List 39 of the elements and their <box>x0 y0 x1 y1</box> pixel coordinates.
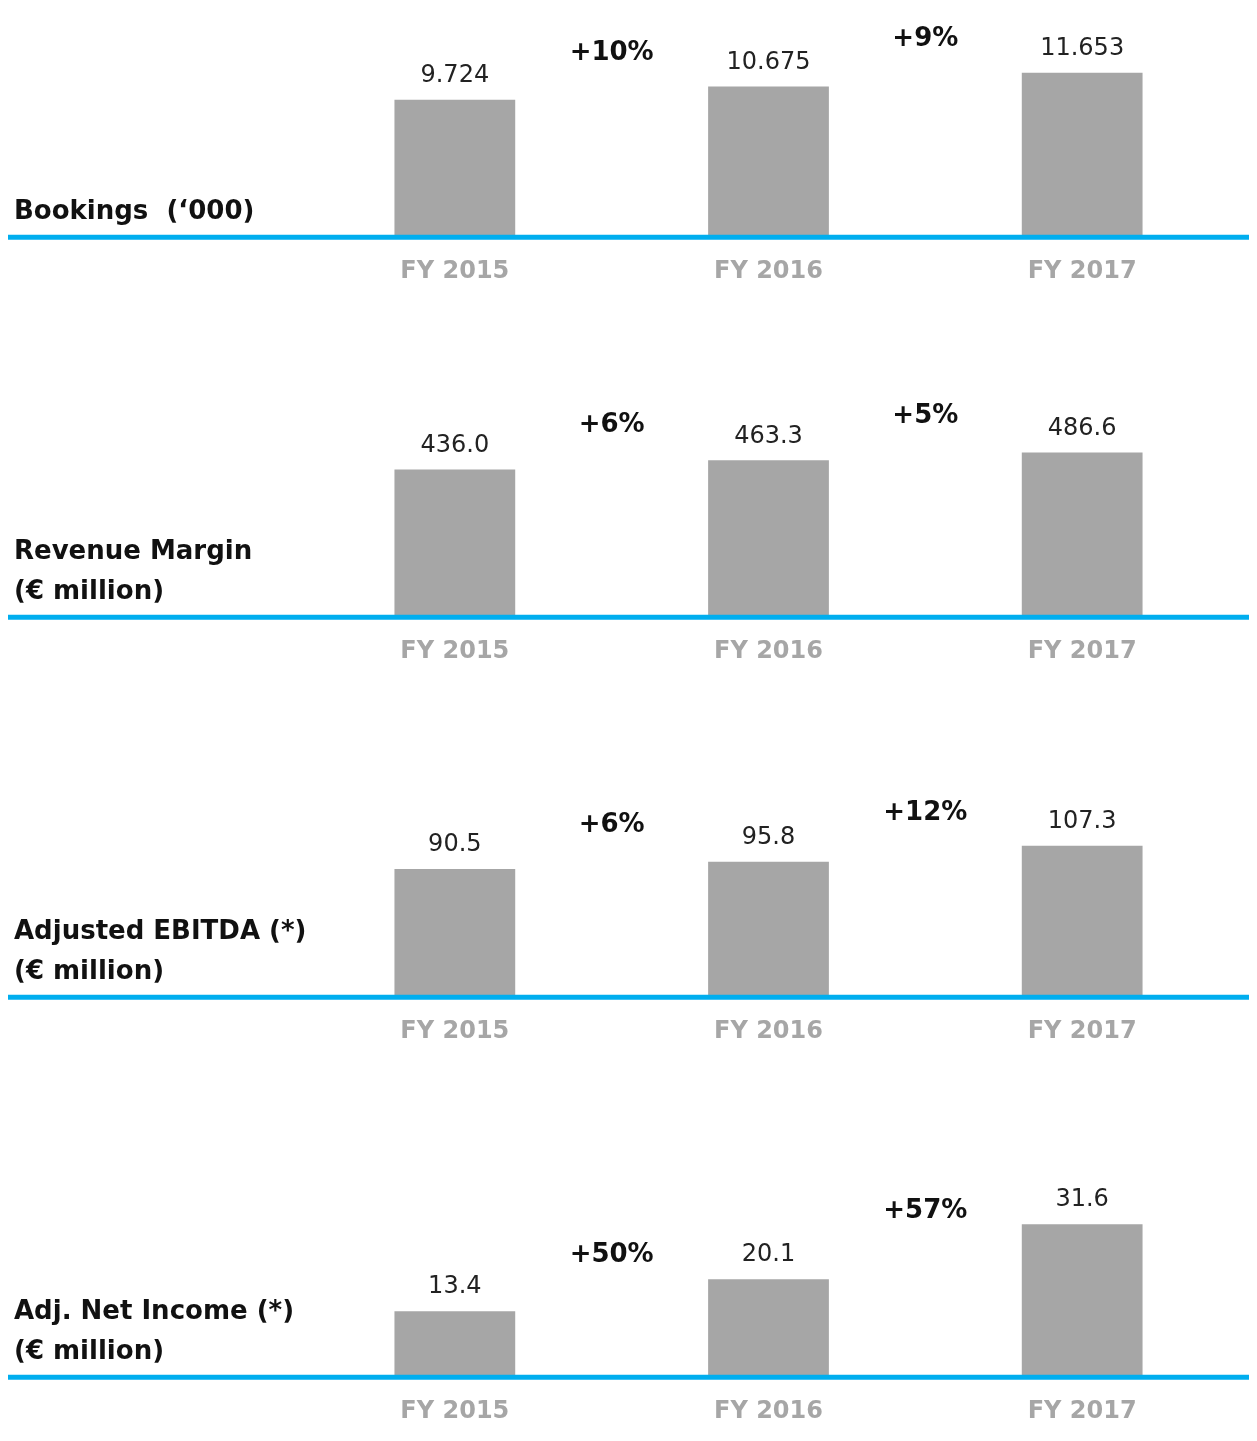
data-label: 95.8 <box>741 821 796 850</box>
text: +9% <box>892 22 959 53</box>
text: +12% <box>883 796 968 827</box>
data-label: 10.675 <box>726 46 811 75</box>
text: +6% <box>578 808 645 839</box>
data-label: 463.3 <box>734 420 803 449</box>
annotation: +50% <box>569 1237 654 1268</box>
x-tick-label: FY 2016 <box>714 635 823 664</box>
x-tick-label: FY 2017 <box>1027 635 1137 664</box>
x-tick-label: FY 2015 <box>400 1015 510 1044</box>
text: +6% <box>578 407 645 438</box>
x-tick-label: FY 2015 <box>400 635 510 664</box>
text: (€ million) <box>14 575 165 606</box>
text: Revenue Margin <box>14 535 253 566</box>
x-tick-label: FY 2017 <box>1027 1395 1137 1424</box>
text: Adjusted EBITDA (*) <box>14 915 307 946</box>
x-tick-label: FY 2017 <box>1027 1015 1137 1044</box>
text: (€ million) <box>14 955 165 986</box>
data-label: 486.6 <box>1047 412 1117 441</box>
data-label: 436.0 <box>420 429 490 458</box>
x-tick-label: FY 2016 <box>714 1395 823 1424</box>
text: (€ million) <box>14 1335 165 1366</box>
text: +10% <box>569 35 654 66</box>
x-tick-label: FY 2016 <box>714 1015 823 1044</box>
data-label: 31.6 <box>1055 1184 1109 1213</box>
x-tick-label: FY 2015 <box>400 255 510 284</box>
data-label: 90.5 <box>428 829 482 858</box>
data-label: 11.653 <box>1040 33 1125 62</box>
data-label: 9.724 <box>420 59 490 88</box>
data-label: 13.4 <box>428 1271 482 1300</box>
x-tick-label: FY 2016 <box>714 255 823 284</box>
text: Adj. Net Income (*) <box>14 1295 295 1326</box>
x-tick-label: FY 2017 <box>1027 255 1137 284</box>
data-label: 107.3 <box>1047 805 1117 834</box>
x-tick-label: FY 2015 <box>400 1395 510 1424</box>
annotation: +57% <box>883 1194 968 1225</box>
data-label: 20.1 <box>741 1239 796 1268</box>
text: +5% <box>892 399 959 430</box>
text: Bookings (‘000) <box>14 195 255 226</box>
